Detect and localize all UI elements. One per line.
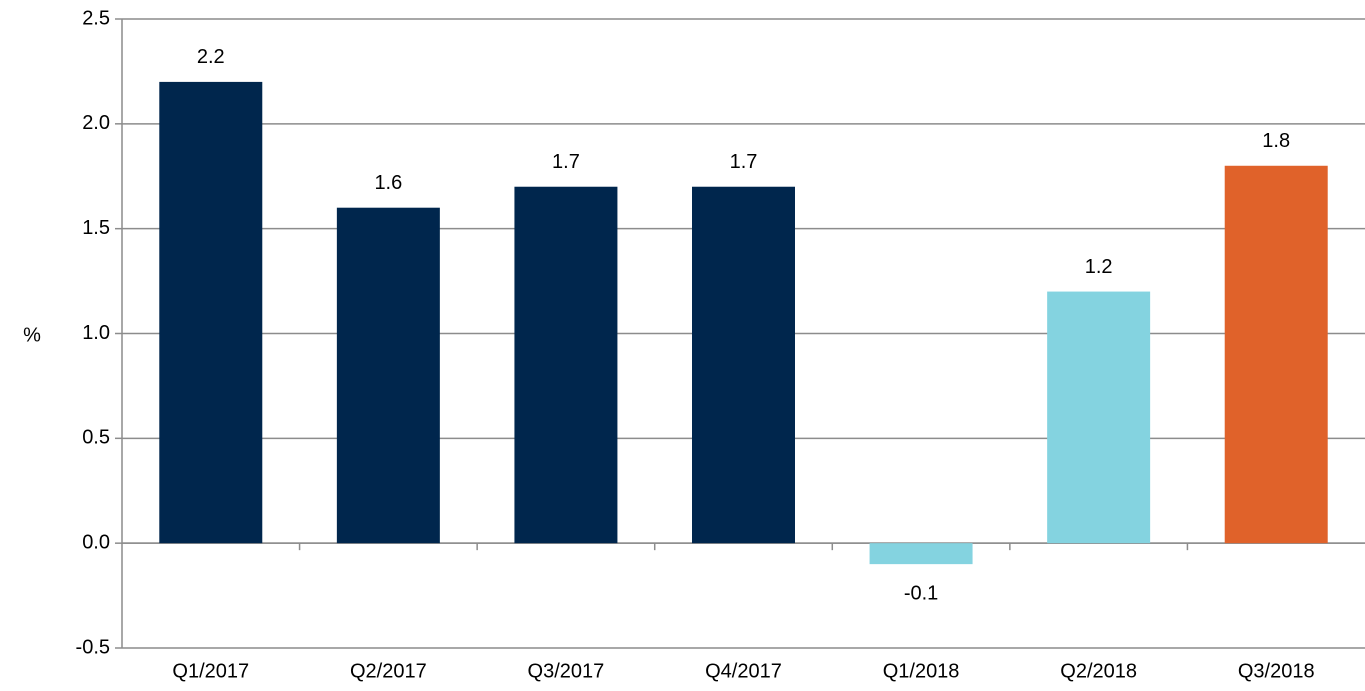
bar xyxy=(159,81,263,544)
x-tick-label: Q1/2017 xyxy=(172,660,249,682)
value-label: -0.1 xyxy=(904,582,938,604)
value-label: 1.7 xyxy=(552,151,580,173)
y-axis-label: % xyxy=(23,324,41,346)
y-tick-label: 1.5 xyxy=(82,217,110,239)
bar xyxy=(336,207,440,544)
x-tick-label: Q4/2017 xyxy=(705,660,782,682)
x-tick-label: Q3/2017 xyxy=(528,660,605,682)
x-tick-label: Q2/2018 xyxy=(1060,660,1137,682)
value-label: 1.2 xyxy=(1085,256,1113,278)
y-tick-label: 0.5 xyxy=(82,427,110,449)
value-label: 1.6 xyxy=(374,172,402,194)
y-tick-label: -0.5 xyxy=(76,636,110,658)
y-tick-label: 1.0 xyxy=(82,322,110,344)
x-tick-label: Q1/2018 xyxy=(883,660,960,682)
bar xyxy=(692,186,795,544)
y-tick-label: 0.0 xyxy=(82,531,110,553)
y-tick-label: 2.0 xyxy=(82,112,110,134)
bar xyxy=(1047,291,1151,544)
y-tick-label: 2.5 xyxy=(82,7,110,29)
bar xyxy=(869,543,973,565)
bar xyxy=(1224,165,1328,544)
value-label: 2.2 xyxy=(197,46,225,68)
bar xyxy=(514,186,618,544)
x-tick-label: Q3/2018 xyxy=(1238,660,1315,682)
value-label: 1.7 xyxy=(730,151,758,173)
value-label: 1.8 xyxy=(1262,130,1290,152)
x-tick-label: Q2/2017 xyxy=(350,660,427,682)
